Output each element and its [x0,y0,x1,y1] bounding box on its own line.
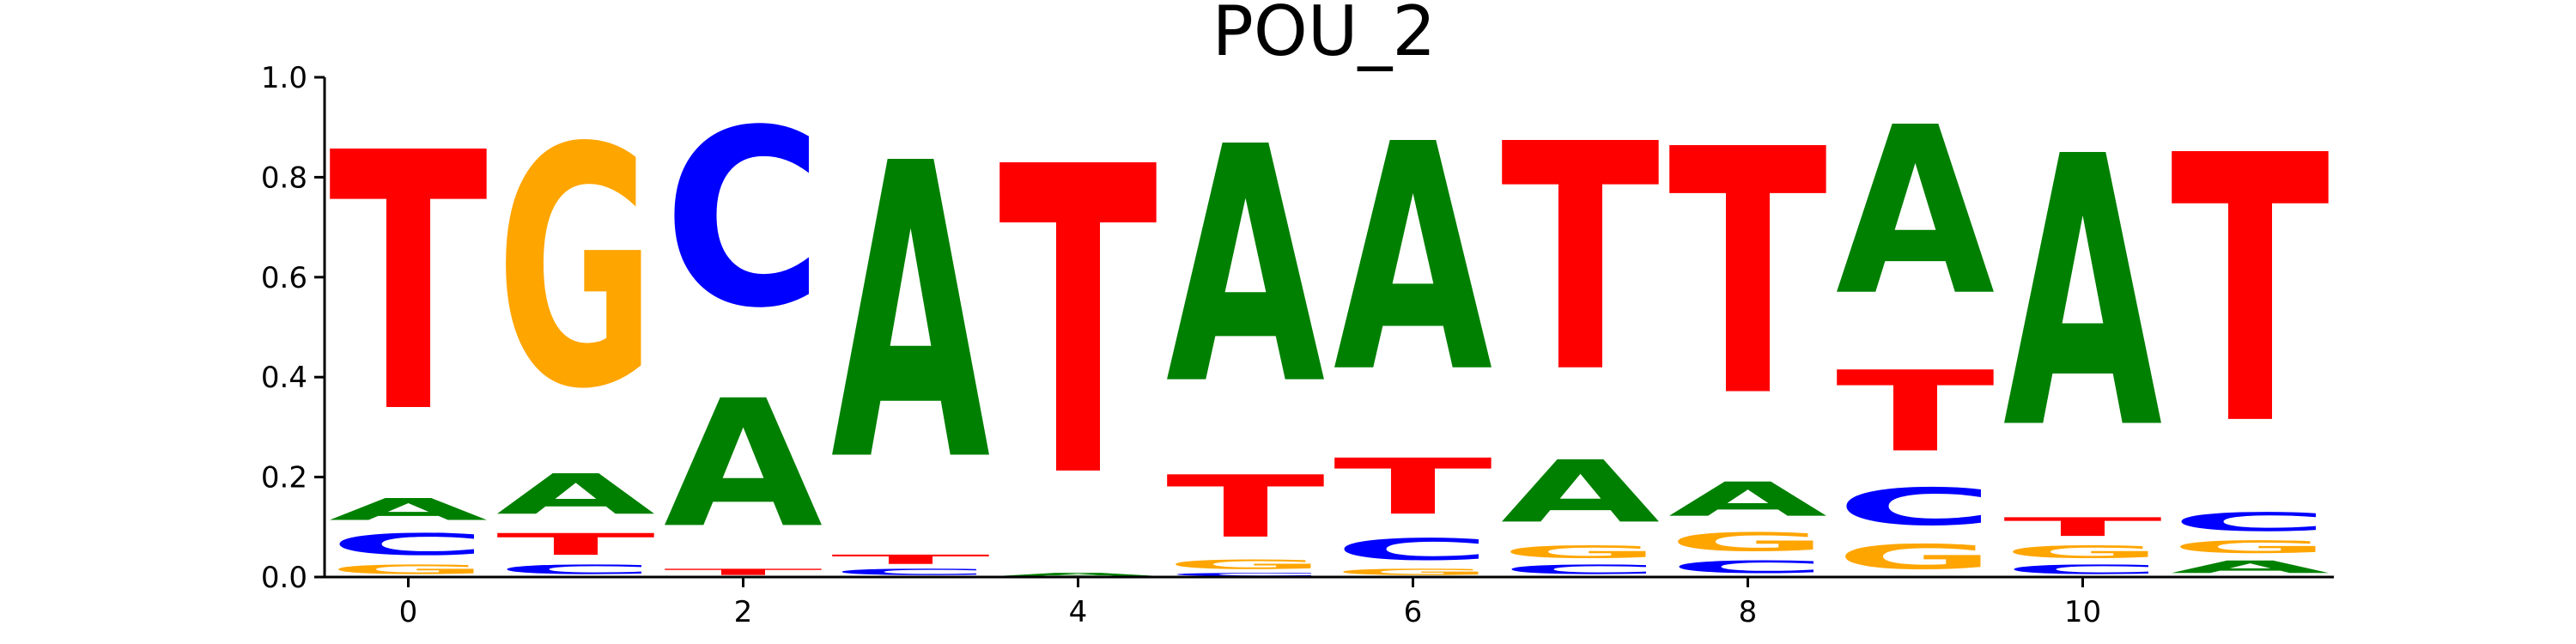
logo-letter-C: C [329,527,488,562]
logo-letter-A: A [1501,443,1660,543]
logo-letter-T: T [1166,458,1325,557]
logo-letter-G: G [329,562,488,577]
letters-layer: GCATCTAGTACCTAATCGTAGCTACGATCGATGCTACGTA… [329,77,2331,577]
logo-letter-A: A [1166,77,1327,456]
y-tick-label: 0.4 [261,361,307,395]
logo-letter-A: A [2171,557,2330,577]
logo-letter-T: T [831,552,990,567]
y-ticks-layer: 0.0 0.2 0.4 0.6 0.8 1.0 [261,61,325,595]
logo-letter-A: A [831,79,992,551]
logo-letter-A: A [496,463,655,527]
logo-letter-G: G [2003,542,2162,562]
y-tick-label: 0.0 [261,561,307,595]
logo-letter-G: G [1166,557,1325,572]
logo-letter-G: G [1501,542,1660,562]
x-tick-label: 0 [399,595,418,629]
y-tick-label: 0.8 [261,161,307,195]
y-tick-label: 0.6 [261,261,307,295]
logo-letter-C: C [2003,562,2162,577]
logo-letter-A: A [1668,472,1827,527]
logo-letter-A: A [1334,78,1494,441]
logo-letter-C: C [831,567,990,577]
logo-letter-T: T [329,79,489,491]
x-tick-label: 4 [1069,595,1088,629]
logo-letter-G: G [496,79,655,462]
logo-letter-C: C [1501,562,1660,577]
x-tick-label: 8 [1739,595,1758,629]
chart-title: POU_2 [1212,0,1437,71]
logo-letter-G: G [1836,538,1995,577]
y-tick-label: 1.0 [261,61,307,95]
logo-letter-T: T [1836,348,1995,477]
logo-letter-C: C [1334,532,1492,567]
logo-letter-A: A [329,492,488,527]
x-ticks-layer: 0 2 4 6 8 10 [399,577,2101,629]
logo-letter-G: G [1334,567,1492,577]
logo-letter-G: G [2171,537,2330,556]
logo-letter-T: T [1334,442,1492,532]
logo-letter-T: T [2003,512,2162,542]
logo-letter-C: C [496,562,655,577]
logo-letter-T: T [664,567,823,577]
x-tick-label: 6 [1404,595,1423,629]
logo-letter-C: C [664,79,823,362]
x-tick-label: 10 [2064,595,2101,629]
x-tick-label: 2 [734,595,753,629]
logo-letter-C: C [1836,477,1995,537]
logo-letter-T: T [1501,77,1662,441]
y-tick-label: 0.2 [261,461,307,495]
logo-letter-C: C [1668,557,1827,577]
logo-letter-T: T [496,527,655,562]
axes-layer [323,77,2334,579]
logo-letter-C: C [1166,572,1325,577]
logo-letter-A: A [1836,78,1995,347]
logo-letter-G: G [1668,527,1827,557]
logo-letter-T: T [2171,78,2331,506]
logo-letter-T: T [1668,77,1829,471]
logo-letter-A: A [664,363,823,567]
logo-letter-C: C [2171,507,2330,538]
logo-letter-A: A [2003,78,2164,511]
logo-letter-T: T [999,78,1159,570]
logo-letter-A: A [999,572,1157,577]
